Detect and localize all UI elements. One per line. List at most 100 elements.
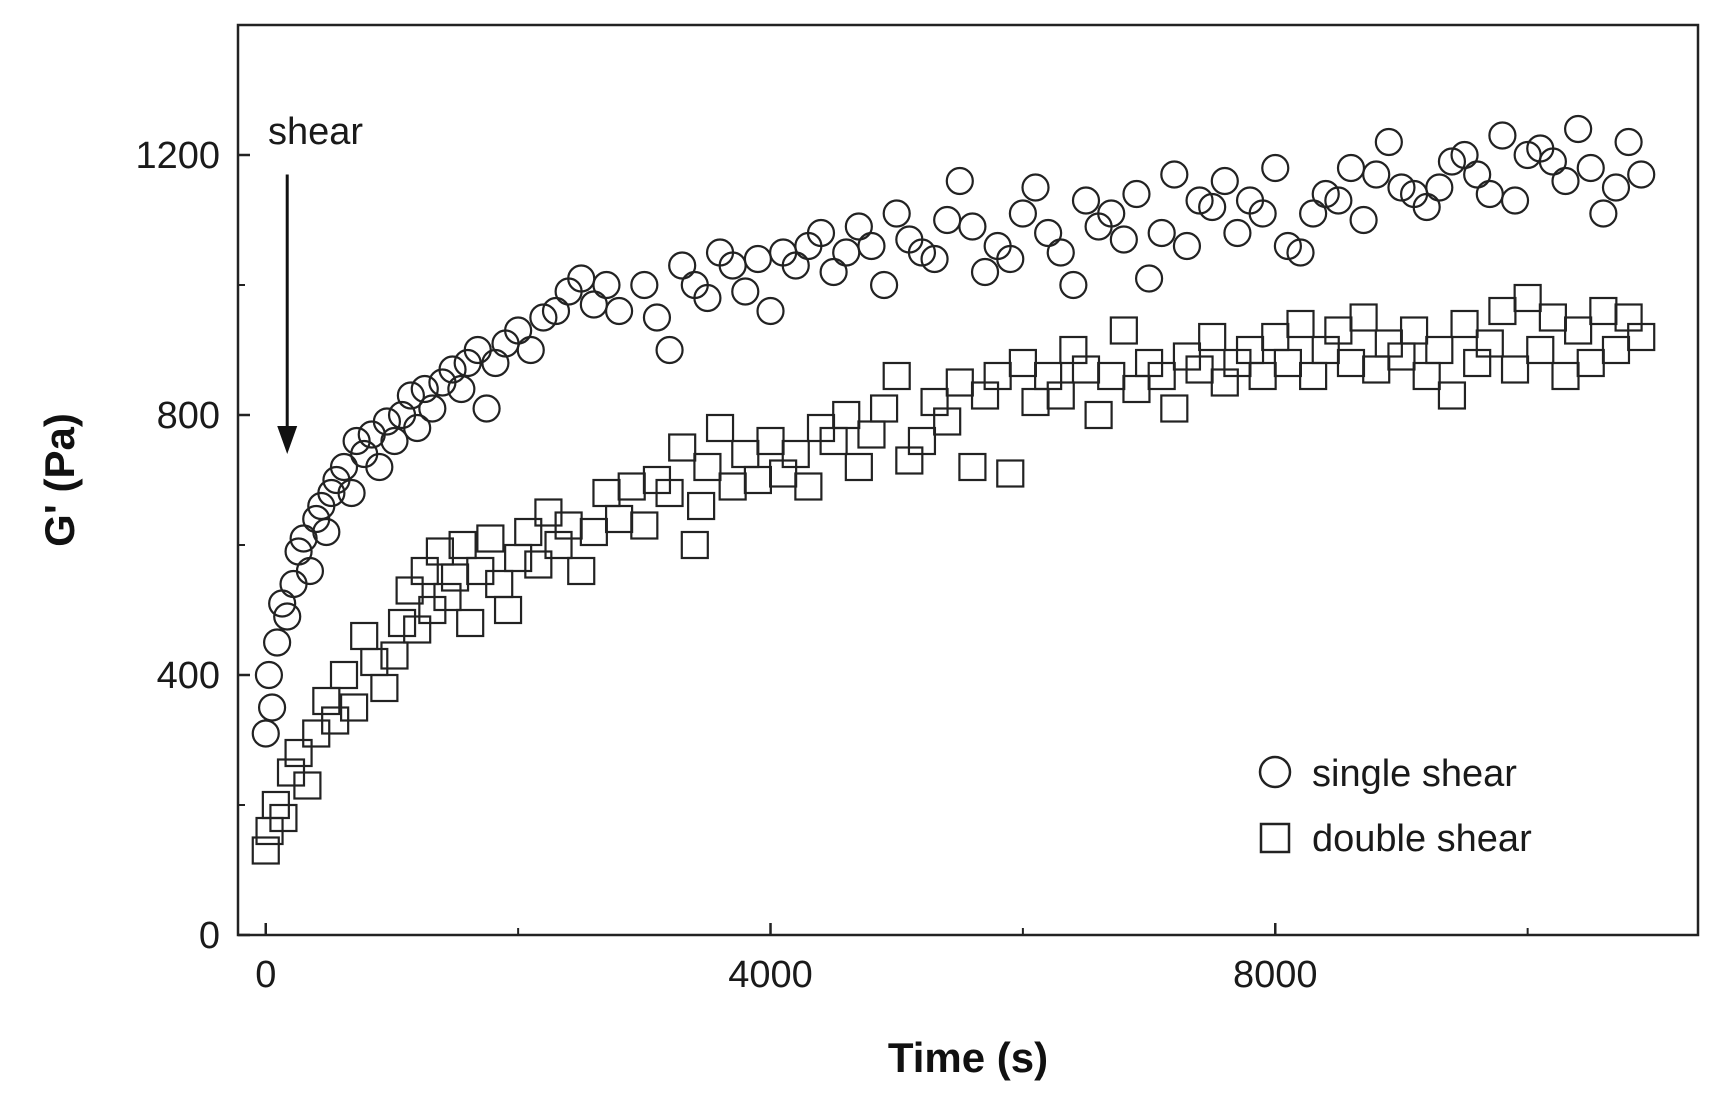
data-point-single-shear: [329, 452, 359, 482]
legend-label-single-shear: single shear: [1312, 753, 1517, 795]
data-point-single-shear: [1034, 218, 1063, 248]
data-point-single-shear: [1109, 225, 1138, 254]
data-point-double-shear: [329, 660, 359, 690]
data-point-double-shear: [1576, 348, 1605, 378]
data-point-single-shear: [1349, 205, 1378, 235]
data-point-double-shear: [1589, 296, 1618, 326]
data-point-single-shear: [1374, 127, 1403, 157]
data-point-single-shear: [693, 283, 722, 313]
data-point-double-shear: [410, 556, 439, 586]
data-point-double-shear: [1564, 316, 1593, 345]
data-point-double-shear: [617, 472, 646, 501]
data-point-single-shear: [630, 270, 659, 300]
data-point-single-shear: [403, 413, 432, 443]
data-point-single-shear: [945, 166, 974, 196]
data-point-double-shear: [544, 530, 573, 560]
data-point-double-shear: [668, 433, 697, 462]
data-point-single-shear: [418, 394, 447, 423]
data-point-double-shear: [425, 537, 455, 566]
data-point-single-shear: [1248, 199, 1277, 228]
data-point-double-shear: [743, 465, 772, 495]
data-point-double-shear: [1475, 329, 1504, 358]
data-point-double-shear: [339, 693, 369, 722]
data-point-single-shear: [447, 374, 476, 404]
data-point-double-shear: [945, 368, 974, 397]
data-point-single-shear: [920, 244, 949, 274]
x-tick-label: 4000: [728, 954, 813, 996]
data-point-single-shear: [1500, 186, 1530, 215]
data-point-double-shear: [1526, 335, 1555, 365]
data-point-single-shear: [1387, 173, 1416, 202]
data-point-double-shear: [705, 413, 735, 443]
data-point-double-shear: [1336, 348, 1366, 378]
y-tick-label: 0: [199, 915, 220, 957]
data-point-double-shear: [380, 641, 409, 670]
data-point-double-shear: [1450, 309, 1479, 339]
legend-marker-single-shear: [1258, 755, 1292, 789]
data-point-double-shear: [1551, 361, 1580, 391]
data-point-single-shear: [592, 270, 621, 300]
data-point-single-shear: [933, 205, 962, 235]
data-point-single-shear: [832, 238, 861, 267]
data-point-double-shear: [1109, 316, 1138, 345]
data-point-double-shear: [284, 738, 313, 768]
data-point-double-shear: [524, 550, 553, 579]
annotation-arrow-head: [277, 426, 298, 454]
data-point-double-shear: [1147, 361, 1176, 391]
data-point-double-shear: [579, 517, 608, 547]
data-point-single-shear: [251, 719, 280, 748]
data-point-single-shear: [1210, 166, 1239, 196]
data-point-double-shear: [448, 530, 477, 560]
data-point-single-shear: [642, 303, 672, 332]
shear-annotation: shear: [268, 111, 363, 454]
data-point-double-shear: [731, 439, 760, 469]
axis-ticks: 0 4000 8000 0 400 800 1200: [135, 135, 1529, 996]
data-point-single-shear: [1286, 238, 1315, 267]
data-point-single-shear: [668, 251, 697, 280]
data-point-single-shear: [1172, 231, 1202, 261]
data-point-single-shear: [1324, 186, 1353, 215]
data-point-double-shear: [1627, 322, 1656, 352]
x-tick-label: 0: [255, 954, 276, 996]
data-point-single-shear: [257, 693, 287, 722]
data-point-double-shear: [387, 608, 417, 638]
data-point-single-shear: [273, 602, 302, 631]
data-point-single-shear: [1412, 192, 1441, 222]
data-point-double-shear: [630, 511, 659, 540]
data-point-double-shear: [1399, 316, 1429, 345]
data-point-double-shear: [687, 491, 716, 521]
series-single-shear: [251, 114, 1656, 748]
data-point-single-shear: [481, 348, 510, 378]
data-point-single-shear: [1589, 199, 1618, 228]
data-point-double-shear: [370, 673, 399, 703]
data-point-single-shear: [372, 407, 402, 436]
data-point-double-shear: [293, 771, 322, 800]
data-point-double-shear: [756, 426, 785, 456]
data-point-double-shear: [403, 615, 432, 644]
data-point-double-shear: [996, 459, 1025, 488]
data-point-double-shear: [1412, 361, 1441, 391]
data-point-single-shear: [1437, 147, 1467, 176]
data-point-single-shear: [396, 381, 425, 410]
data-point-double-shear: [781, 439, 810, 469]
data-point-single-shear: [1538, 147, 1567, 176]
data-point-single-shear: [1475, 179, 1504, 209]
data-point-double-shear: [1437, 381, 1467, 410]
data-point-single-shear: [1134, 264, 1164, 293]
data-point-single-shear: [295, 556, 325, 586]
data-point-double-shear: [655, 478, 684, 508]
data-point-double-shear: [844, 452, 873, 482]
data-point-single-shear: [1261, 153, 1290, 183]
x-tick-label: 8000: [1233, 954, 1318, 996]
data-point-double-shear: [882, 361, 911, 391]
series-double-shear: [251, 283, 1656, 865]
data-point-double-shear: [1008, 348, 1037, 378]
data-point-single-shear: [857, 231, 886, 261]
data-point-single-shear: [1059, 270, 1088, 300]
data-point-single-shear: [579, 290, 608, 319]
data-point-single-shear: [279, 569, 308, 599]
x-axis-title: Time (s): [888, 1034, 1048, 1081]
y-axis-title: G' (Pa): [36, 413, 83, 547]
data-point-single-shear: [1097, 199, 1126, 228]
